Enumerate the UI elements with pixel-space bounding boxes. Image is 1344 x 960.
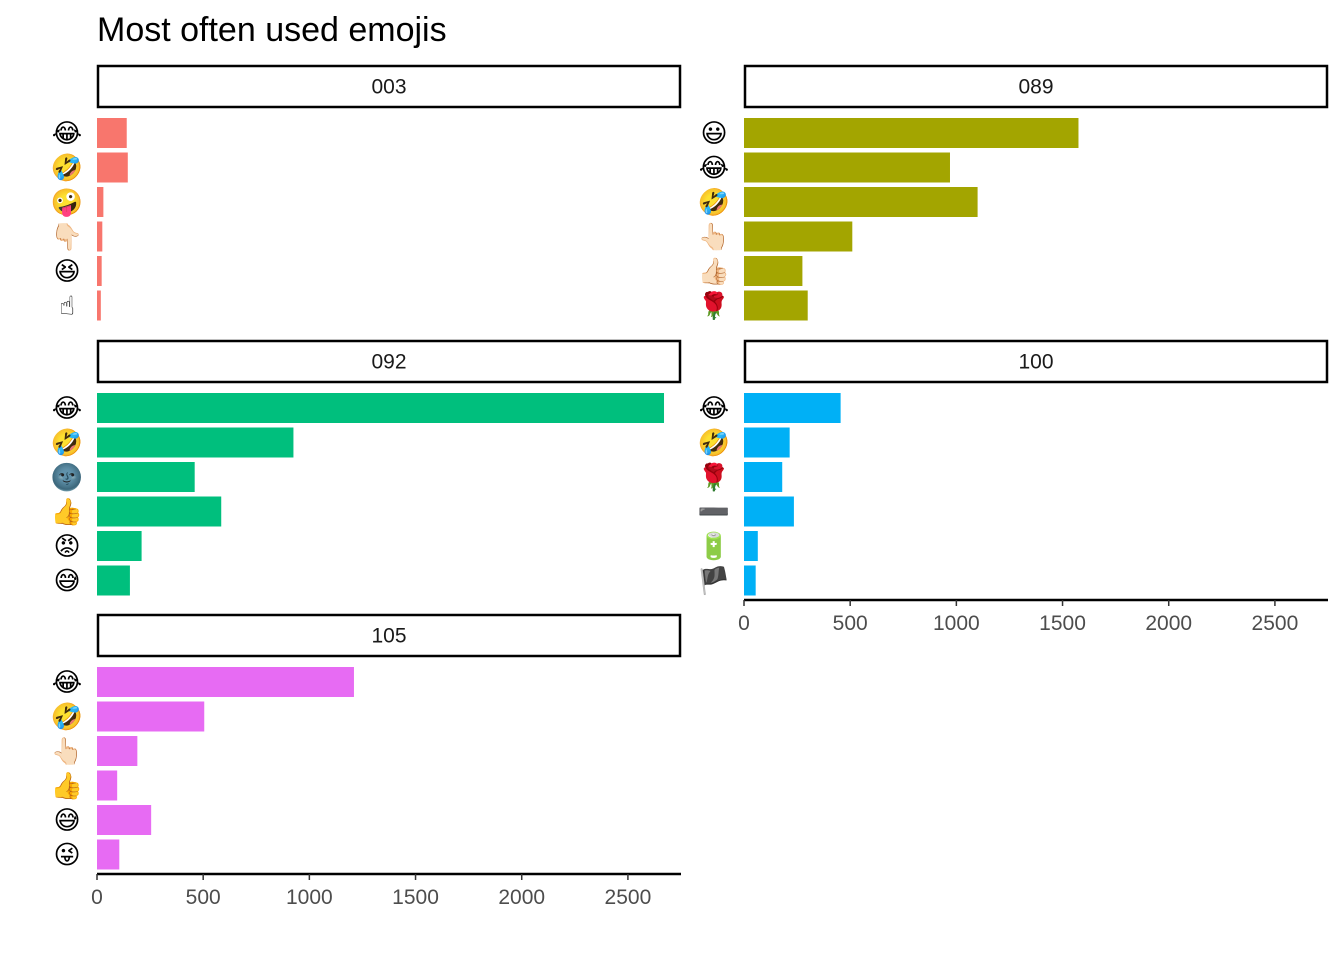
bar — [744, 152, 950, 183]
x-tick-label: 2500 — [1252, 612, 1299, 635]
category-label: 👆🏻 — [698, 222, 730, 253]
facet-strip — [96, 64, 682, 109]
category-label: 😜 — [53, 841, 80, 871]
facet-strip-label: 092 — [371, 351, 406, 374]
category-label: 😂 — [52, 668, 82, 698]
bar — [744, 187, 978, 217]
category-label: 👆🏻 — [51, 736, 83, 767]
bar — [97, 496, 222, 527]
category-label: 👍 — [51, 771, 83, 802]
facet-strip-label: 003 — [371, 76, 406, 99]
category-label: 👍 — [51, 497, 83, 528]
bar — [744, 531, 758, 561]
bar — [97, 152, 128, 183]
category-label: 🤣 — [697, 428, 730, 460]
bar — [744, 290, 808, 321]
category-label: 😆 — [53, 257, 80, 287]
bar — [97, 531, 142, 561]
category-label: 👍🏻 — [698, 256, 730, 287]
facet-strip-label: 100 — [1018, 351, 1053, 374]
bar — [97, 221, 103, 252]
facet-strip — [96, 613, 682, 658]
x-tick-label: 500 — [833, 612, 868, 635]
x-tick-label: 1000 — [933, 612, 980, 635]
x-tick-label: 2000 — [1145, 612, 1192, 635]
bar — [97, 667, 354, 697]
x-tick-label: 2500 — [605, 886, 652, 909]
category-label: 😂 — [52, 394, 82, 424]
x-tick-label: 500 — [186, 886, 221, 909]
bar — [97, 839, 120, 870]
facet-strip — [96, 339, 682, 384]
bar — [744, 393, 841, 423]
bar — [97, 736, 138, 766]
category-label: 🤣 — [697, 187, 730, 219]
bar — [97, 187, 104, 217]
category-label: 😡 — [53, 532, 80, 562]
chart-title: Most often used emojis — [97, 11, 447, 49]
category-label: 😃 — [700, 119, 727, 149]
facet-strip — [743, 64, 1329, 109]
category-label: 😂 — [699, 154, 729, 184]
category-label: 🏴 — [698, 565, 730, 597]
category-label: ➖ — [698, 498, 730, 528]
facet-panels: 003😂🤣🤪👇🏻😆☝089😃😂🤣👆🏻👍🏻🌹092😂🤣🌚👍😡😅100😂🤣🌹➖🔋🏴0… — [50, 64, 1329, 909]
bar — [97, 770, 118, 801]
bar — [97, 393, 665, 423]
bar — [97, 290, 101, 321]
bar — [744, 565, 756, 596]
bar — [744, 221, 853, 252]
bar — [744, 427, 790, 458]
category-label: 😂 — [699, 394, 729, 424]
x-tick-label: 0 — [91, 886, 103, 909]
category-label: 🤪 — [51, 188, 83, 218]
bar — [97, 462, 195, 492]
x-tick-label: 0 — [738, 612, 750, 635]
x-tick-label: 1500 — [392, 886, 439, 909]
category-label: 🤣 — [50, 153, 83, 185]
x-tick-label: 1500 — [1039, 612, 1086, 635]
category-label: 🌹 — [698, 461, 730, 493]
category-label: 👇🏻 — [51, 223, 83, 253]
facet-panel-100: 100 😂 🤣🌹 ➖🔋🏴 0 500 1000 1500 2000 2500 — [697, 339, 1329, 635]
facet-panel-089: 089 😃 😂🤣👆🏻👍🏻🌹 — [697, 64, 1329, 322]
category-label: 😂 — [52, 119, 82, 149]
facet-panel-092: 092 😂 🤣🌚 👍 😡 😅 — [50, 339, 682, 597]
category-label: 🌚 — [51, 462, 83, 493]
bar — [744, 496, 794, 527]
bar — [97, 256, 102, 286]
bar — [97, 565, 130, 596]
category-label: 🤣 — [50, 702, 83, 734]
category-label: 😅 — [53, 806, 80, 836]
bar — [744, 462, 783, 492]
x-tick-label: 2000 — [498, 886, 545, 909]
bar — [97, 118, 127, 148]
bar — [97, 427, 294, 458]
facet-strip-label: 089 — [1018, 76, 1053, 99]
category-label: ☝ — [59, 292, 75, 322]
bar — [744, 118, 1079, 148]
category-label: 😅 — [53, 567, 80, 597]
facet-strip-label: 105 — [371, 625, 406, 648]
bar — [744, 256, 803, 286]
facet-strip — [743, 339, 1329, 384]
bar — [97, 701, 205, 732]
category-label: 🤣 — [50, 428, 83, 460]
category-label: 🌹 — [698, 290, 730, 322]
facet-panel-105: 105 😂 🤣👆🏻 👍 😅 😜 0 500 1000 1500 2000 2500 — [50, 613, 682, 909]
facet-panel-003: 003 😂 🤣🤪 👇🏻 😆 ☝ — [50, 64, 682, 322]
x-tick-label: 1000 — [286, 886, 333, 909]
category-label: 🔋 — [698, 531, 730, 562]
bar — [97, 805, 152, 835]
